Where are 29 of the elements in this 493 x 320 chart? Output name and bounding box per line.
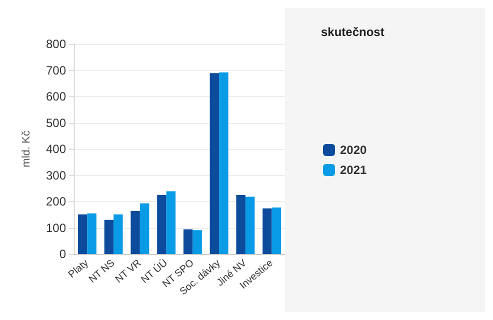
y-tick-label: 300 bbox=[46, 168, 66, 182]
y-tick-label: 600 bbox=[46, 90, 66, 104]
bar bbox=[183, 229, 193, 254]
y-axis-title: mld. Kč bbox=[20, 130, 32, 168]
bar bbox=[87, 213, 96, 254]
y-tick-label: 0 bbox=[59, 247, 66, 261]
legend-label: 2021 bbox=[340, 163, 368, 177]
y-tick-label: 800 bbox=[46, 37, 66, 51]
bar bbox=[236, 194, 246, 254]
y-tick-label: 500 bbox=[46, 116, 66, 130]
y-tick-label: 400 bbox=[46, 142, 66, 156]
bar bbox=[219, 72, 228, 254]
bar bbox=[157, 194, 166, 254]
legend-title: skutečnost bbox=[321, 25, 384, 39]
bar bbox=[78, 214, 88, 254]
bar bbox=[114, 214, 123, 254]
bar bbox=[245, 196, 255, 254]
bar bbox=[272, 208, 282, 254]
y-tick-label: 700 bbox=[46, 63, 66, 78]
bar bbox=[262, 208, 272, 254]
legend-label: 2020 bbox=[340, 143, 368, 157]
y-tick-label: 100 bbox=[46, 220, 66, 235]
y-tick-label: 200 bbox=[46, 194, 66, 208]
bar bbox=[210, 73, 220, 254]
bar bbox=[192, 230, 202, 254]
bar bbox=[130, 210, 140, 254]
bar bbox=[140, 203, 150, 254]
bar bbox=[166, 191, 176, 254]
bar bbox=[104, 220, 114, 254]
